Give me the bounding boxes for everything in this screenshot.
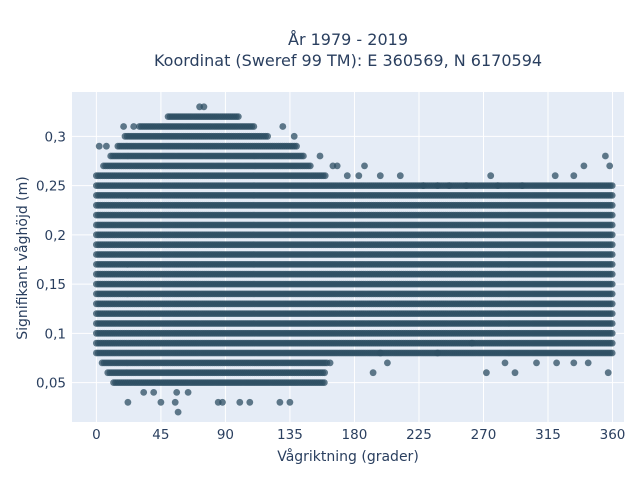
band-series	[93, 300, 616, 308]
data-point	[321, 369, 328, 377]
data-point	[608, 201, 616, 209]
band-series	[93, 270, 616, 278]
data-point	[608, 241, 616, 249]
data-point	[608, 211, 616, 219]
band-series	[110, 379, 328, 386]
data-point	[608, 300, 616, 308]
band-series	[93, 290, 616, 298]
band-series	[93, 320, 616, 327]
band-series	[104, 369, 328, 377]
band-series	[93, 221, 616, 229]
data-point	[608, 261, 616, 268]
band-series	[93, 211, 616, 219]
band-series	[93, 182, 616, 190]
chart-title-line2: Koordinat (Sweref 99 TM): E 360569, N 61…	[154, 51, 542, 70]
chart-title-line1: År 1979 - 2019	[288, 30, 408, 49]
data-point	[608, 329, 616, 337]
data-point	[608, 231, 616, 239]
band-series	[93, 339, 616, 347]
data-point	[608, 251, 616, 258]
data-point	[320, 379, 328, 386]
band-series	[93, 349, 616, 357]
data-point	[608, 221, 616, 229]
band-series	[93, 231, 616, 239]
data-points	[93, 103, 616, 416]
band-series	[93, 310, 616, 317]
band-series	[93, 241, 616, 249]
data-point	[608, 192, 616, 199]
band-series	[93, 251, 616, 258]
band-series	[93, 201, 616, 209]
band-series	[98, 359, 331, 367]
data-point	[608, 320, 616, 327]
band-series	[93, 261, 616, 268]
band-series	[93, 280, 616, 288]
band-series	[93, 329, 616, 337]
band-series	[93, 192, 616, 199]
data-point	[608, 280, 616, 288]
data-point	[608, 270, 616, 278]
data-point	[608, 349, 616, 357]
data-point	[608, 310, 616, 317]
data-point	[608, 290, 616, 298]
data-point	[608, 339, 616, 347]
